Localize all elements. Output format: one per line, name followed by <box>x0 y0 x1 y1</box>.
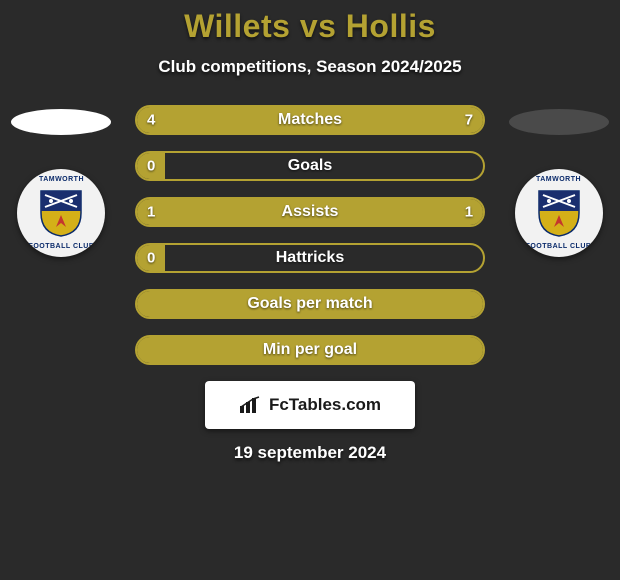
shield-icon <box>537 189 581 237</box>
stat-fill-left <box>137 107 262 133</box>
crest-bottom-text: FOOTBALL CLUB <box>515 243 603 250</box>
right-team-col: TAMWORTH FOOTBALL CLUB <box>505 105 612 257</box>
stat-bar: Hattricks0 <box>135 243 485 273</box>
left-team-crest: TAMWORTH FOOTBALL CLUB <box>17 169 105 257</box>
stat-gap <box>165 245 483 271</box>
stat-fill-left <box>137 199 310 225</box>
main-row: TAMWORTH FOOTBALL CLUB Matches47Goals0A <box>0 105 620 365</box>
date-label: 19 september 2024 <box>0 443 620 463</box>
subtitle: Club competitions, Season 2024/2025 <box>0 57 620 77</box>
fctables-label: FcTables.com <box>269 395 381 415</box>
shield-icon <box>39 189 83 237</box>
stat-bar: Matches47 <box>135 105 485 135</box>
stat-bar: Goals0 <box>135 151 485 181</box>
crest-graphic: TAMWORTH FOOTBALL CLUB <box>515 169 603 257</box>
fctables-icon <box>239 396 263 414</box>
stat-gap <box>165 153 483 179</box>
crest-graphic: TAMWORTH FOOTBALL CLUB <box>17 169 105 257</box>
stat-fill-left <box>137 291 483 317</box>
stats-column: Matches47 Goals0 Assists11 Hattricks0 Goals … <box>135 105 485 365</box>
left-oval <box>11 109 111 135</box>
left-team-col: TAMWORTH FOOTBALL CLUB <box>8 105 115 257</box>
stat-fill-left <box>137 153 165 179</box>
crest-top-text: TAMWORTH <box>515 176 603 183</box>
stat-fill-right <box>262 107 483 133</box>
stat-bar: Assists11 <box>135 197 485 227</box>
right-team-crest: TAMWORTH FOOTBALL CLUB <box>515 169 603 257</box>
stat-fill-left <box>137 337 483 363</box>
stat-fill-right <box>310 199 483 225</box>
crest-bottom-text: FOOTBALL CLUB <box>17 243 105 250</box>
fctables-badge[interactable]: FcTables.com <box>205 381 415 429</box>
right-oval <box>509 109 609 135</box>
stat-bar: Min per goal <box>135 335 485 365</box>
page-title: Willets vs Hollis <box>0 8 620 45</box>
stat-fill-left <box>137 245 165 271</box>
stat-bar: Goals per match <box>135 289 485 319</box>
crest-top-text: TAMWORTH <box>17 176 105 183</box>
comparison-card: Willets vs Hollis Club competitions, Sea… <box>0 0 620 463</box>
